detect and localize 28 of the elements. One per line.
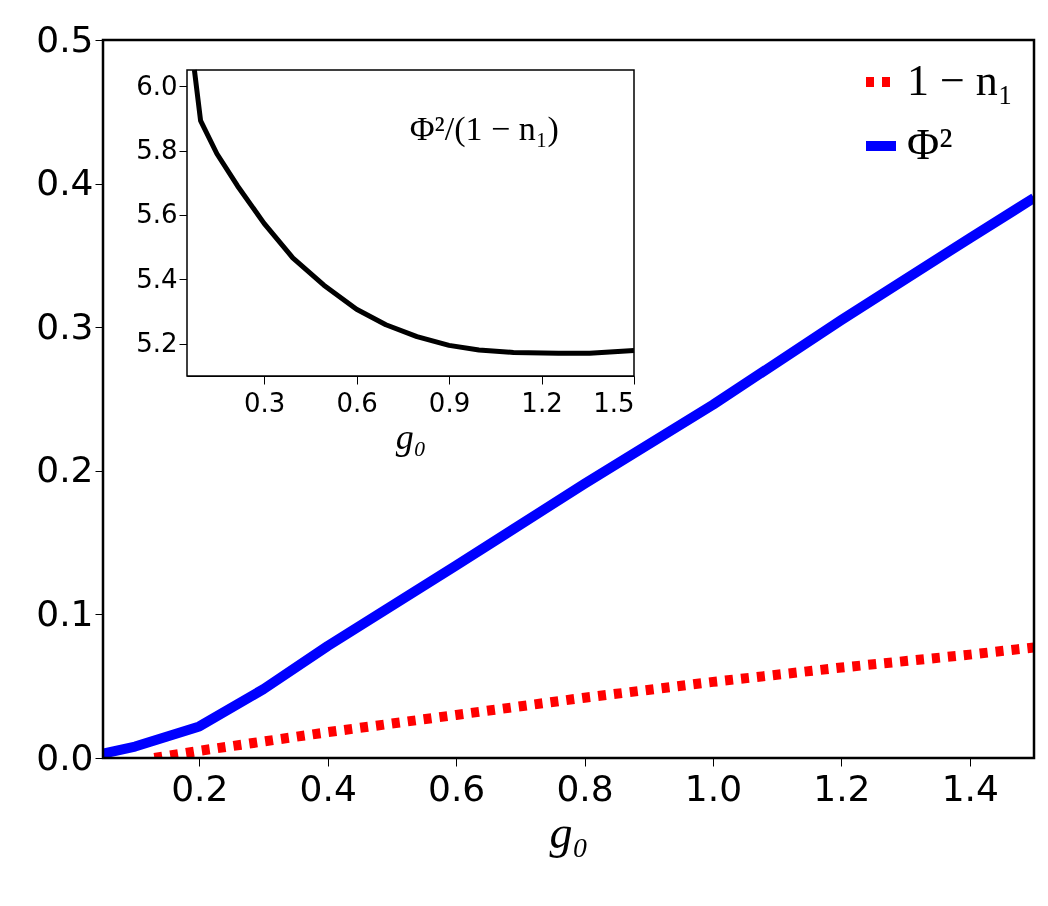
x-tick-label: 0.6 <box>428 767 486 809</box>
y-tick-label: 5.2 <box>136 328 178 359</box>
y-tick-label: 0.0 <box>36 736 94 778</box>
x-tick-label: 0.9 <box>428 387 471 418</box>
x-tick-label: 1.0 <box>684 767 743 809</box>
y-tick-label: 5.4 <box>136 263 178 294</box>
x-tick-label: 1.2 <box>813 767 871 809</box>
y-tick-label: 0.2 <box>36 449 94 491</box>
x-tick-label: 0.3 <box>243 387 286 418</box>
x-tick-label: 0.4 <box>299 767 357 809</box>
x-tick-label: 0.2 <box>171 767 229 809</box>
y-tick-label: 5.6 <box>136 199 178 230</box>
x-axis-title: g₀ <box>395 416 427 457</box>
x-tick-label: 0.6 <box>336 387 378 418</box>
x-tick-label: 1.2 <box>521 387 563 418</box>
y-tick-label: 0.3 <box>36 305 94 347</box>
x-tick-label: 0.8 <box>556 767 614 809</box>
x-tick-label: 1.4 <box>941 767 999 809</box>
y-tick-label: 5.8 <box>136 135 178 166</box>
x-tick-label: 1.5 <box>593 387 635 418</box>
y-tick-label: 0.4 <box>36 162 94 204</box>
legend-label: 1 − n₁ <box>907 56 1014 105</box>
annotation: Φ²/(1 − n₁) <box>409 110 559 148</box>
legend-label: Φ² <box>907 120 953 169</box>
x-axis-title: g₀ <box>549 806 589 858</box>
y-tick-label: 6.0 <box>136 70 178 101</box>
y-tick-label: 0.1 <box>36 592 94 634</box>
y-tick-label: 0.5 <box>36 18 94 60</box>
